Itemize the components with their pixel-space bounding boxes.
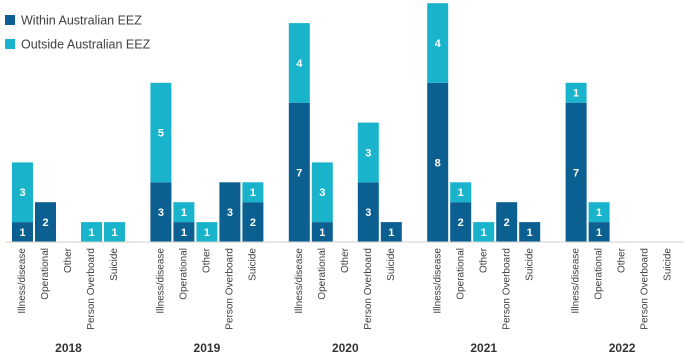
data-label: 1 xyxy=(19,227,25,239)
legend-label: Within Australian EEZ xyxy=(21,13,142,27)
category-label: Operational xyxy=(594,248,605,300)
data-label: 4 xyxy=(296,58,303,70)
data-label: 1 xyxy=(181,227,187,239)
legend-label: Outside Australian EEZ xyxy=(21,37,151,51)
data-label: 1 xyxy=(388,227,394,239)
bar-segment xyxy=(588,202,610,223)
bar-segment xyxy=(519,222,541,242)
bar-segment xyxy=(173,202,195,223)
data-label: 3 xyxy=(319,187,325,199)
bar-segment xyxy=(427,3,449,83)
data-label: 1 xyxy=(319,227,325,239)
bar-segment xyxy=(565,82,587,103)
bar-segment xyxy=(173,222,195,242)
data-label: 5 xyxy=(158,127,164,139)
data-label: 7 xyxy=(296,167,302,179)
bar-segment xyxy=(427,82,449,242)
data-label: 3 xyxy=(227,207,233,219)
bar-segment xyxy=(150,182,172,242)
category-label: Illness/disease xyxy=(156,248,167,314)
data-label: 1 xyxy=(596,207,602,219)
data-label: 3 xyxy=(365,207,371,219)
data-label: 1 xyxy=(88,227,94,239)
category-label: Operational xyxy=(317,248,328,300)
legend-swatch xyxy=(5,39,15,49)
category-label: Suicide xyxy=(248,248,259,281)
category-label: Person Overboard xyxy=(640,248,651,330)
data-label: 1 xyxy=(458,187,464,199)
category-label: Other xyxy=(63,247,74,273)
category-label: Person Overboard xyxy=(501,248,512,330)
data-label: 3 xyxy=(365,147,371,159)
data-label: 2 xyxy=(458,217,464,229)
bar-segment xyxy=(357,122,379,183)
category-label: Other xyxy=(478,247,489,273)
category-label: Illness/disease xyxy=(17,248,28,314)
category-label: Illness/disease xyxy=(294,248,305,314)
group-label: 2020 xyxy=(332,341,359,355)
data-label: 3 xyxy=(158,207,164,219)
category-label: Person Overboard xyxy=(86,248,97,330)
bar-segment xyxy=(588,222,610,242)
data-label: 1 xyxy=(204,227,210,239)
category-label: Suicide xyxy=(524,248,535,281)
data-label: 2 xyxy=(250,217,256,229)
category-label: Other xyxy=(202,247,213,273)
bar-segment xyxy=(219,182,241,242)
data-label: 1 xyxy=(481,227,487,239)
bar-segment xyxy=(12,222,33,242)
category-label: Operational xyxy=(455,248,466,300)
bar-segment xyxy=(288,102,310,242)
bar-segment xyxy=(311,162,333,223)
category-label: Illness/disease xyxy=(432,248,443,314)
bar-segment xyxy=(242,202,264,242)
category-label: Illness/disease xyxy=(571,248,582,314)
group-label: 2022 xyxy=(609,341,636,355)
data-label: 1 xyxy=(250,187,256,199)
bar-segment xyxy=(357,182,379,242)
category-label: Person Overboard xyxy=(363,248,374,330)
bar-segment xyxy=(450,202,472,242)
bar-segment xyxy=(450,182,472,203)
data-label: 1 xyxy=(181,207,187,219)
bar-segment xyxy=(104,222,125,242)
bar-segment xyxy=(311,222,333,242)
category-label: Person Overboard xyxy=(225,248,236,330)
bar-segment xyxy=(12,162,33,223)
category-label: Operational xyxy=(179,248,190,300)
data-label: 4 xyxy=(435,38,442,50)
bar-segment xyxy=(380,222,402,242)
bar-segment xyxy=(496,202,518,242)
data-label: 1 xyxy=(596,227,602,239)
group-label: 2018 xyxy=(55,341,82,355)
group-label: 2019 xyxy=(194,341,221,355)
bar-segment xyxy=(35,202,56,242)
data-label: 8 xyxy=(435,157,441,169)
data-label: 1 xyxy=(111,227,117,239)
bar-segment xyxy=(242,182,264,203)
data-label: 3 xyxy=(19,187,25,199)
category-label: Suicide xyxy=(109,248,120,281)
group-label: 2021 xyxy=(470,341,497,355)
category-label: Suicide xyxy=(386,248,397,281)
data-label: 7 xyxy=(573,167,579,179)
data-label: 1 xyxy=(527,227,533,239)
bar-segment xyxy=(196,222,218,242)
bar-segment xyxy=(473,222,495,242)
legend-swatch xyxy=(5,15,15,25)
category-label: Suicide xyxy=(663,248,674,281)
data-label: 1 xyxy=(573,88,579,100)
category-label: Other xyxy=(617,247,628,273)
bar-segment xyxy=(288,23,310,103)
category-label: Operational xyxy=(40,248,51,300)
bar-segment xyxy=(565,102,587,242)
data-label: 2 xyxy=(42,217,48,229)
category-label: Other xyxy=(340,247,351,273)
bar-segment xyxy=(150,82,172,183)
bar-segment xyxy=(81,222,102,242)
data-label: 2 xyxy=(504,217,510,229)
